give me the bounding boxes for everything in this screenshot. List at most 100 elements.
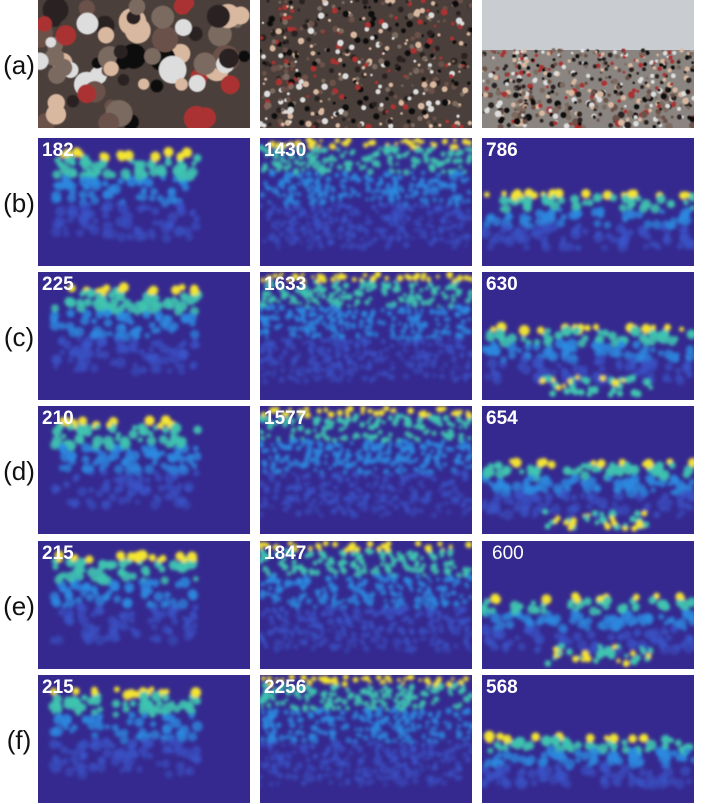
blob	[292, 215, 297, 221]
person	[354, 36, 361, 43]
blob	[327, 610, 334, 617]
person	[482, 53, 485, 57]
person	[406, 20, 413, 28]
blob	[359, 284, 365, 290]
person	[491, 50, 494, 53]
blob	[160, 198, 170, 208]
blob	[405, 335, 412, 342]
blob	[522, 480, 530, 488]
blob	[453, 471, 459, 477]
person	[567, 105, 573, 111]
blob	[515, 490, 525, 500]
person	[426, 38, 433, 45]
blob	[274, 639, 281, 646]
person	[559, 82, 566, 88]
blob	[298, 325, 304, 332]
person	[623, 109, 628, 114]
blob	[369, 440, 375, 446]
blob	[464, 455, 472, 462]
person	[684, 66, 690, 72]
blob	[413, 492, 419, 497]
person	[428, 19, 432, 22]
person	[279, 124, 282, 127]
blob	[358, 494, 363, 499]
blob	[431, 165, 436, 170]
blob	[346, 160, 354, 167]
blob	[416, 228, 421, 232]
blob	[587, 386, 594, 392]
person	[539, 110, 546, 117]
density-map: 1633	[260, 272, 472, 400]
person	[633, 104, 640, 110]
blob	[424, 286, 429, 291]
blob	[342, 346, 350, 353]
person	[649, 103, 654, 108]
blob	[430, 297, 435, 302]
blob	[77, 612, 83, 618]
person	[447, 62, 451, 66]
blob	[598, 365, 606, 373]
blob	[304, 438, 311, 445]
person	[385, 87, 391, 92]
blob	[119, 611, 131, 622]
person	[287, 106, 294, 114]
person	[655, 86, 659, 90]
blob	[654, 331, 666, 343]
blob	[346, 638, 353, 645]
blob	[311, 499, 317, 504]
blob	[315, 509, 320, 514]
blob	[295, 445, 302, 452]
person	[668, 55, 673, 60]
person	[453, 81, 459, 87]
blob	[380, 338, 386, 345]
blob	[641, 361, 652, 372]
blob	[302, 340, 307, 345]
blob	[146, 353, 155, 363]
person	[592, 115, 597, 119]
blob	[296, 206, 301, 210]
blob	[74, 326, 85, 337]
blob	[387, 432, 393, 437]
blob	[572, 526, 577, 531]
person	[541, 50, 545, 54]
blob	[458, 222, 464, 228]
blob	[336, 343, 343, 350]
blob	[381, 281, 386, 286]
blob	[317, 493, 321, 498]
blob	[264, 448, 270, 453]
blob	[298, 301, 303, 305]
blob	[138, 348, 145, 356]
blob	[367, 324, 373, 330]
person	[117, 74, 130, 86]
blob	[363, 474, 368, 479]
person	[670, 73, 676, 79]
blob	[347, 233, 352, 238]
blob	[348, 210, 355, 217]
person	[344, 48, 350, 54]
person	[526, 72, 531, 78]
blob	[388, 168, 392, 172]
blob	[312, 604, 318, 610]
blob	[465, 411, 472, 419]
blob	[459, 338, 464, 343]
blob	[120, 571, 132, 582]
person	[518, 99, 523, 104]
blob	[466, 208, 471, 214]
blob	[162, 298, 173, 309]
blob	[444, 211, 451, 218]
person	[548, 108, 553, 113]
blob	[335, 337, 341, 343]
person	[600, 67, 604, 72]
person	[76, 12, 99, 35]
blob	[463, 471, 469, 477]
blob	[283, 465, 290, 473]
blob	[136, 179, 143, 186]
blob	[278, 286, 285, 293]
blob	[170, 485, 181, 497]
blob	[353, 207, 358, 212]
blob	[306, 339, 312, 345]
count-label: 1633	[264, 274, 307, 295]
person	[521, 62, 527, 68]
blob	[638, 203, 648, 214]
person	[396, 55, 403, 63]
